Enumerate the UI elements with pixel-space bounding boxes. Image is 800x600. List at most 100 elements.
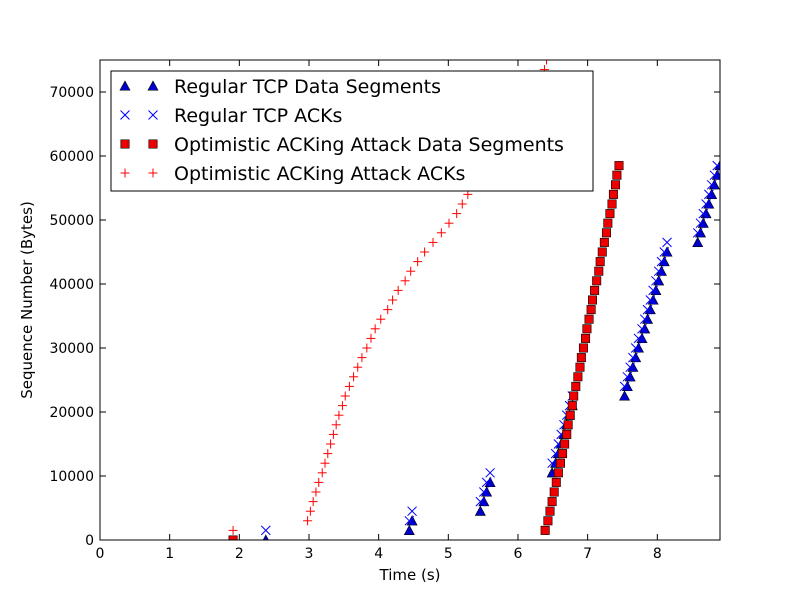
data-point [625,362,635,373]
data-point [628,352,638,363]
x-tick-label: 3 [305,546,314,562]
data-point [555,458,565,468]
data-point [612,170,622,180]
data-point [607,199,617,209]
data-point [651,275,661,286]
legend-entries: Regular TCP Data Segments Regular TCP ACK… [119,76,564,185]
data-point [698,208,709,219]
x-tick-label: 0 [96,546,105,562]
data-point [645,295,656,305]
data-point [603,218,613,228]
data-point [362,343,372,353]
data-point [567,401,577,411]
data-point [578,343,588,353]
data-point [648,285,658,296]
series-0 [262,159,720,540]
data-point [420,247,430,257]
data-point [353,362,363,372]
data-point [594,266,604,276]
data-point [695,218,706,229]
data-point [653,266,664,277]
x-tick-label: 8 [653,546,662,562]
data-point [588,295,598,305]
data-point [581,333,591,343]
data-point [549,487,559,497]
data-point [575,362,585,372]
data-point [543,516,553,526]
data-point [349,372,359,382]
data-point [569,391,579,401]
data-point [614,161,624,171]
data-point [659,247,670,257]
y-tick-label: 40000 [49,277,94,293]
plot-frame [99,59,721,541]
data-point [542,60,552,65]
data-point [590,285,600,295]
data-point [357,353,367,363]
legend-entry: Regular TCP ACKs [120,105,342,127]
data-point [704,189,714,200]
data-point [642,304,653,315]
data-point [709,170,720,181]
data-point [475,496,486,507]
data-point [406,266,416,276]
data-point [597,247,607,257]
data-point [656,256,667,267]
data-point [317,468,327,478]
y-axis-label: Sequence Number (Bytes) [18,201,36,399]
data-point [404,515,415,526]
legend-entry: Optimistic ACKing Attack Data Segments [120,134,564,156]
data-point [619,381,630,392]
data-point [595,257,605,267]
legend-marker [120,110,130,120]
y-tick-label: 50000 [49,213,94,229]
data-point [478,487,489,497]
data-point [334,410,344,420]
data-point [326,439,336,449]
legend-label: Optimistic ACKing Attack Data Segments [174,134,564,156]
data-point [328,429,338,439]
data-point [314,477,324,487]
data-point [474,505,486,516]
data-point [592,276,602,286]
data-point [573,372,583,382]
x-tick-label: 5 [444,546,453,562]
data-point [692,236,704,247]
data-point [605,209,615,219]
legend-label: Regular TCP Data Segments [174,76,441,98]
legend-label: Optimistic ACKing Attack ACKs [174,163,465,185]
data-point [560,439,570,449]
data-point [260,525,271,536]
data-point [540,525,550,535]
data-point [383,305,393,315]
data-point [413,257,423,267]
data-point [633,333,644,344]
data-point [340,391,350,401]
y-tick-label: 10000 [49,469,94,485]
data-point [403,524,415,535]
data-point [376,314,386,324]
data-point [331,420,341,430]
legend-marker [119,80,131,91]
data-point [639,314,650,325]
data-point [622,371,633,382]
y-tick-label: 30000 [49,341,94,357]
data-point [701,199,711,209]
legend-marker [147,80,159,91]
data-point [444,218,454,228]
data-point [562,429,572,439]
data-point [303,516,313,526]
data-point [601,228,611,238]
data-point [630,343,641,353]
data-point [608,189,618,199]
data-point [712,160,720,171]
data-point [558,449,568,459]
series-1 [260,160,720,536]
legend-marker [120,139,130,149]
data-point [407,506,417,517]
data-point [366,333,376,343]
data-point [393,285,403,295]
data-point [370,324,380,334]
data-point [400,276,410,286]
data-point [457,199,467,209]
